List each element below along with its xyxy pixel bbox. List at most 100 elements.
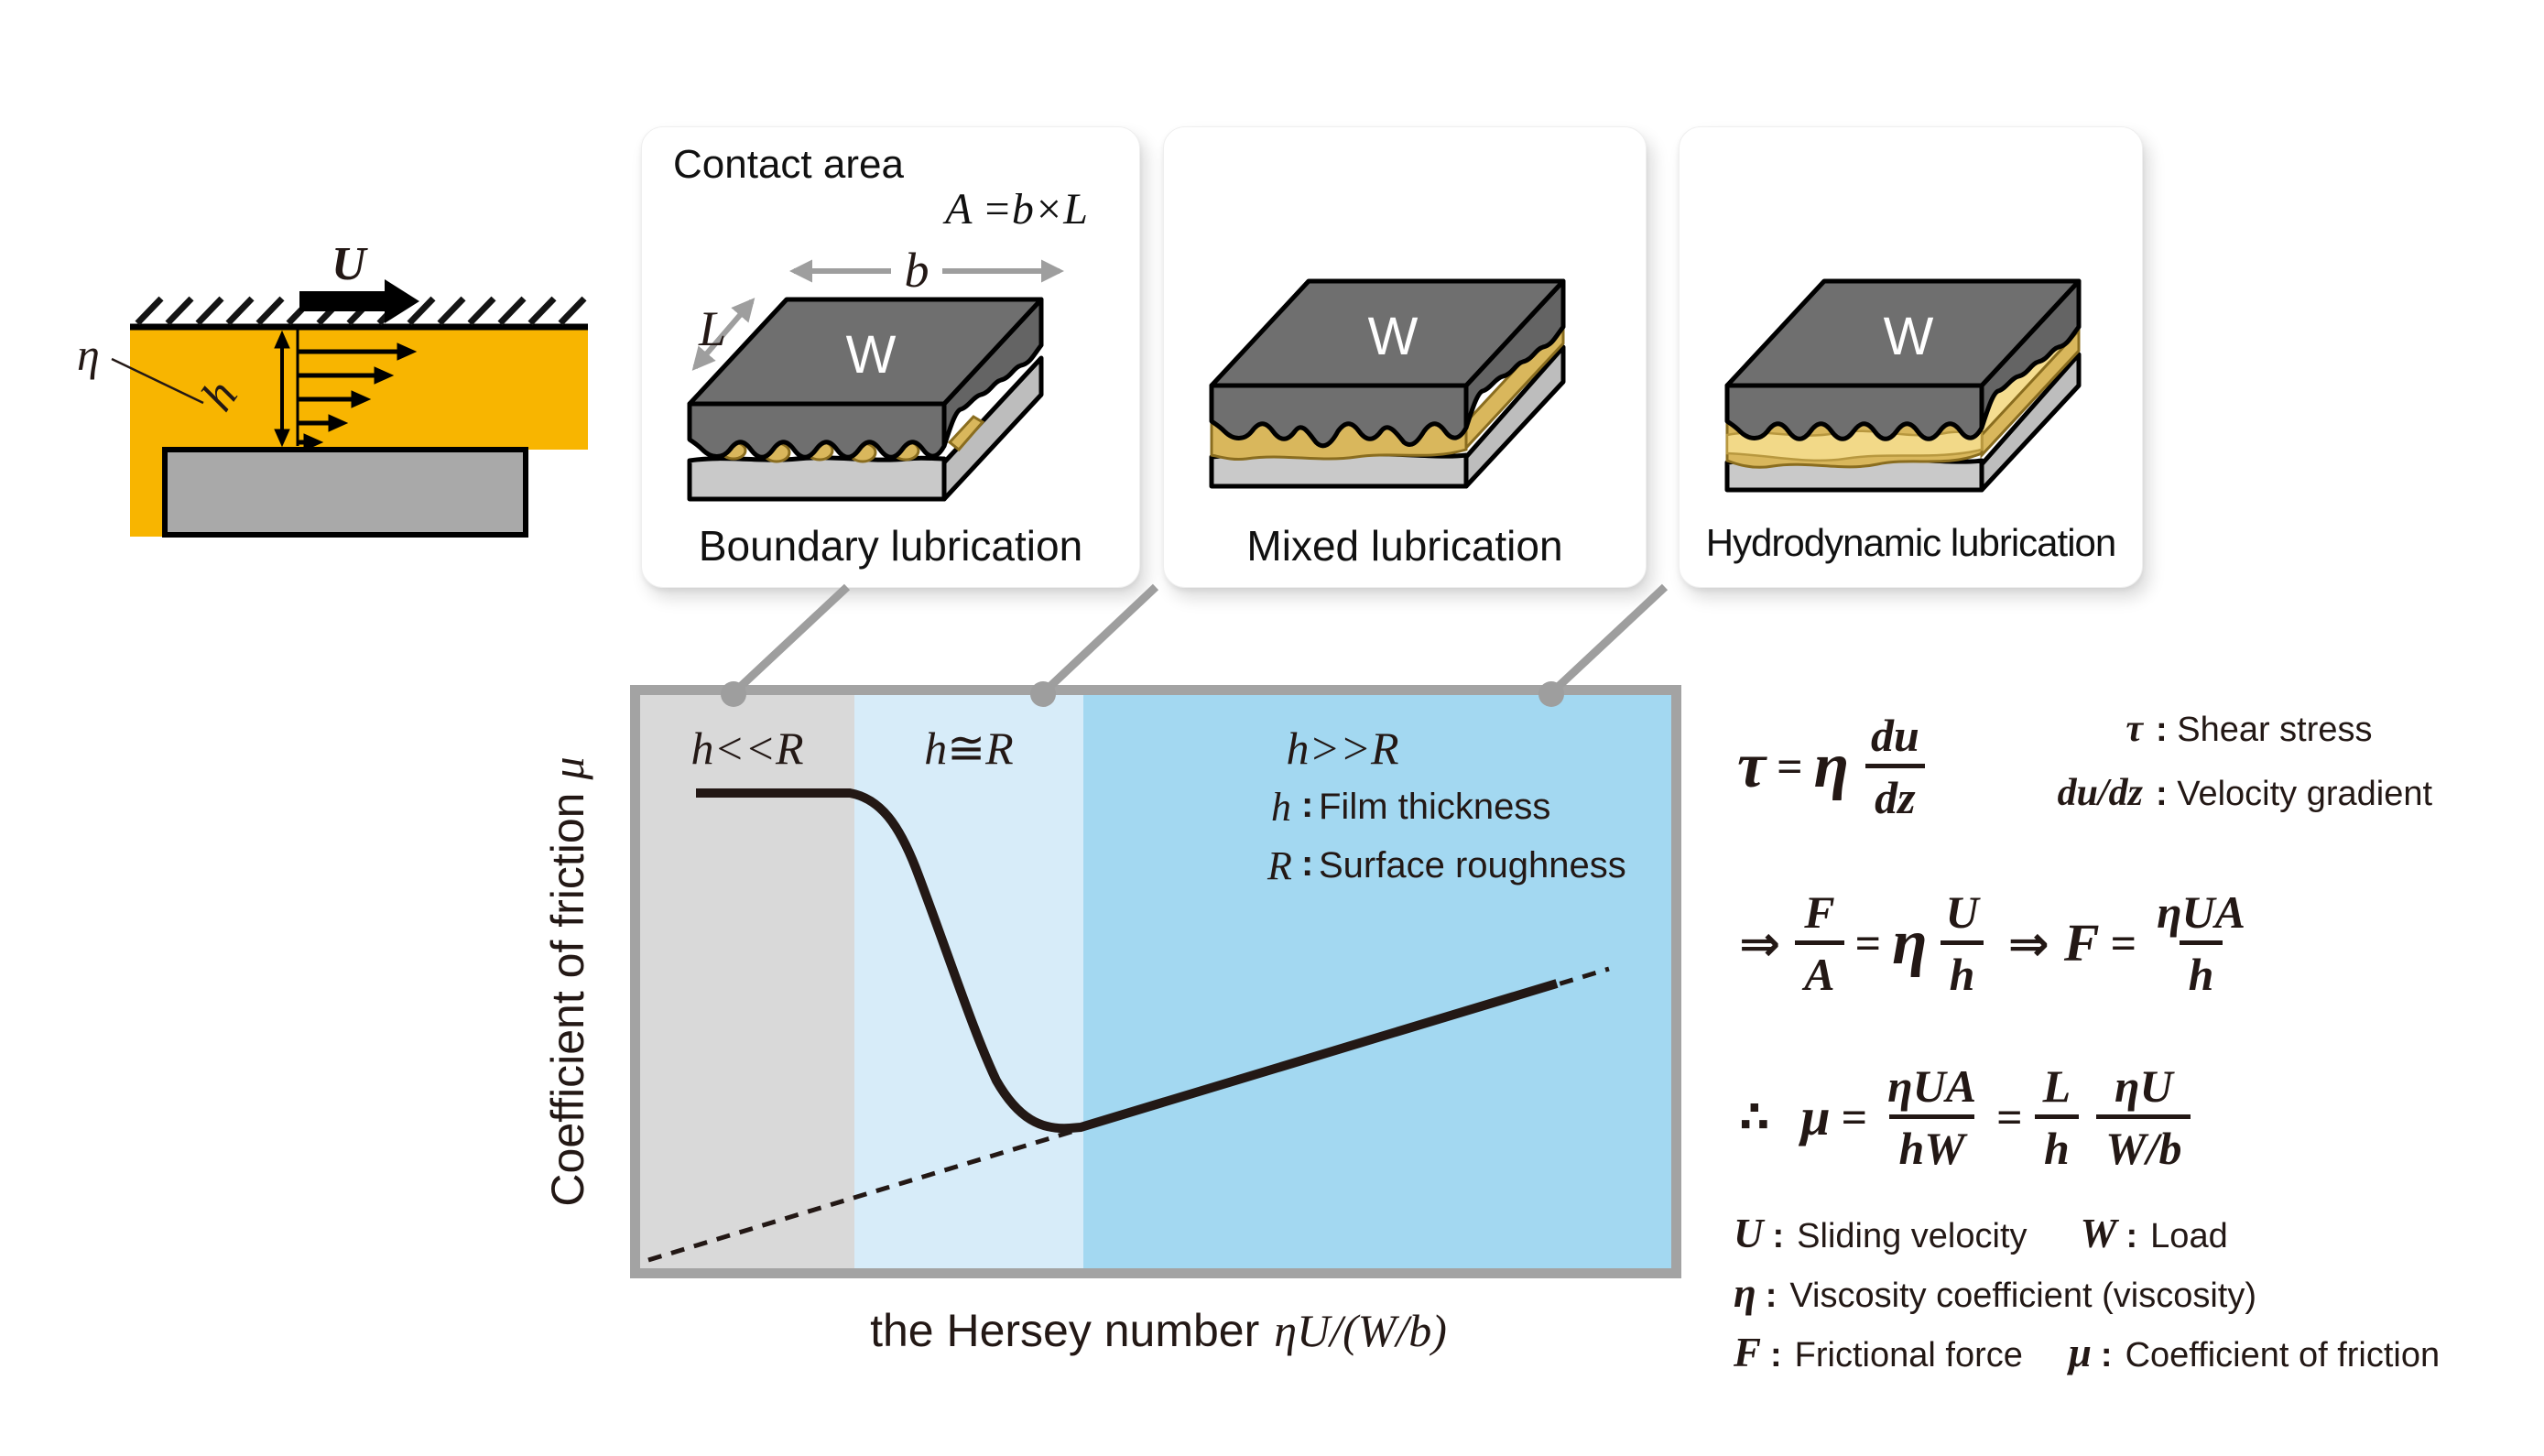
viscosity-label: η [77,329,100,380]
sliding-velocity-label: Sliding velocity [1797,1217,2028,1255]
frictional-force-label: Frictional force [1794,1336,2023,1375]
load-label: W [846,325,897,385]
legend-symbol-r: R [1267,843,1292,888]
connector-line-boundary [732,583,851,695]
colon: : [1301,785,1313,825]
mixed-block-illustration: W [1209,278,1566,489]
chart-region-boundary [640,695,854,1268]
legend-label-film-thickness: Film thickness [1319,787,1550,827]
equals-sign: = [2110,918,2137,969]
f-symbol: F [1734,1330,1762,1375]
x-axis-label: the Hersey number ηU/(W/b) [806,1304,1511,1357]
b-label: b [905,243,930,298]
force-symbol: F [2063,913,2100,972]
colon: : [2100,1336,2113,1375]
y-axis-text: Coefficient of friction [542,792,593,1207]
hatching-icon [135,296,587,326]
equation-1-legend: τ : Shear stress du/dz : Velocity gradie… [1946,707,2432,815]
l-label: L [698,301,726,356]
symbol-legend-row: F: Frictional force μ: Coefficient of frict… [1734,1324,2440,1384]
numerator: ηUA [1887,1060,1977,1112]
equals-sign: = [1854,918,1882,969]
symbol-legend-row: η: Viscosity coefficient (viscosity) [1734,1265,2440,1324]
film-thickness-dimension-arrow [274,330,290,448]
legend-label-surface-roughness: Surface roughness [1319,845,1626,886]
colon: : [1770,1336,1782,1375]
upper-slab [1724,278,2082,441]
fluid-shear-diagram: U h η [77,238,588,538]
equation-coefficient-of-friction: ∴ μ = ηUA hW = L h ηU W/b [1734,1044,2191,1190]
numerator: L [2042,1060,2071,1112]
card-title: Contact area [673,142,904,187]
card-caption: Boundary lubrication [698,522,1083,570]
colon: : [1772,1217,1785,1255]
hersey-symbol: ηU/(W/b) [1274,1305,1447,1356]
y-axis-label: Coefficient of friction μ [541,756,594,1206]
numerator: F [1804,886,1835,938]
velocity-gradient-label: Velocity gradient [2177,775,2433,813]
numerator: ηU [2115,1060,2173,1112]
coefficient-of-friction-label: Coefficient of friction [2125,1336,2441,1375]
denominator: h [1940,940,1984,999]
chart-legend: h : Film thickness R : Surface roughness [1267,785,1626,888]
shear-stress-label: Shear stress [2177,711,2373,749]
load-label: W [1884,307,1934,366]
implies-arrow-icon: ⇒ [1739,914,1781,972]
velocity-label: U [332,238,368,290]
denominator: hW [1889,1114,1974,1173]
equals-sign: = [1777,741,1803,792]
bottom-slab [1209,344,1566,489]
equation-shear-stress: τ = η du dz [1737,698,1929,835]
denominator: A [1795,940,1844,999]
card-boundary-lubrication: Contact area A =b×L b L [641,126,1140,588]
denominator: W/b [2096,1114,2191,1173]
upper-slab [687,297,1044,460]
colon: : [1301,843,1313,884]
mu-symbol: μ [542,756,593,780]
numerator: U [1945,886,1979,938]
region-label-hydrodynamic: h>>R [1286,723,1398,774]
card-caption: Mixed lubrication [1246,522,1563,570]
colon: : [2125,1217,2138,1255]
eta-symbol: η [1892,907,1928,978]
mu-symbol: μ [1800,1087,1831,1146]
card-mixed-lubrication: W Mixed lubrication [1163,126,1647,588]
legend-symbol-h: h [1271,785,1291,830]
load-label: Load [2150,1217,2228,1255]
viscosity-leader-line [111,357,204,405]
eta-symbol: η [1734,1270,1756,1316]
dudz-legend-symbol: du/dz [2057,772,2143,814]
equals-sign: = [1996,1092,2023,1143]
connector-line-mixed [1041,583,1159,695]
upper-slab [1209,278,1566,449]
eta-symbol: η [1813,731,1849,801]
load-label: W [1368,307,1419,366]
fluid-region [130,330,588,537]
lower-block [162,447,528,538]
mu-symbol: μ [2068,1330,2092,1375]
card-hydrodynamic-lubrication: W Hydrodynamic lubrication [1679,126,2143,588]
velocity-profile [296,330,418,451]
therefore-icon: ∴ [1739,1092,1770,1143]
u-symbol: U [1734,1211,1764,1256]
region-label-boundary: h<<R [690,723,803,774]
equals-sign: = [1841,1092,1868,1143]
bottom-slab [1724,352,2082,493]
denominator: h [2034,1114,2079,1173]
colon: : [1765,1277,1778,1315]
stribeck-curve [696,788,1559,1134]
hydrodynamic-block-illustration: W [1724,278,2082,493]
numerator: ηUA [2157,886,2245,938]
denominator: dz [1865,763,1925,822]
boundary-block-illustration: b L W [687,243,1065,502]
sliding-velocity-arrow-icon [299,279,419,323]
colon: : [2156,775,2168,813]
colon: : [2156,711,2168,749]
denominator: h [2179,940,2223,999]
numerator: du [1871,710,1919,761]
tau-legend-symbol: τ [2125,708,2143,750]
stribeck-chart: h<<R h≅R h>>R h : Film thickness R : Sur… [630,685,1681,1278]
chart-region-hydrodynamic [1083,695,1671,1268]
viscosity-label: Viscosity coefficient (viscosity) [1789,1277,2257,1315]
